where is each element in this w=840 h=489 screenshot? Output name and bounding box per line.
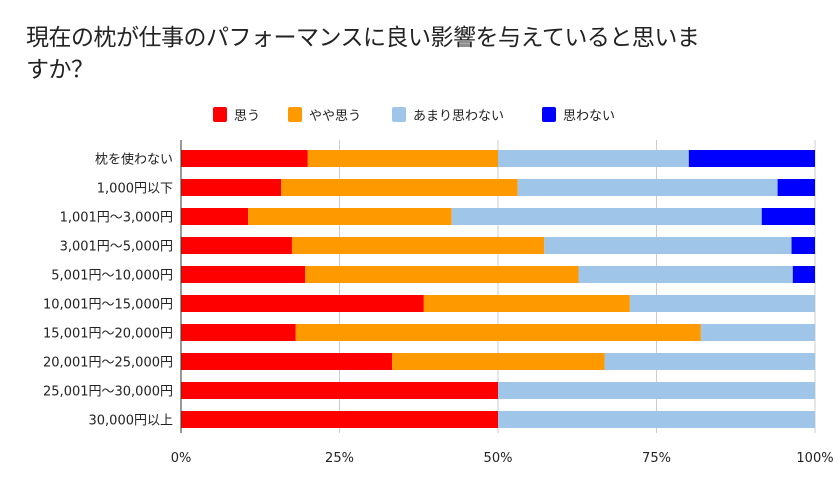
chart-title-line-2: すか？: [26, 57, 94, 83]
bar-segment-omou: [181, 150, 308, 167]
bar-segment-amari-omowanai: [451, 208, 762, 225]
y-tick-label: 1,000円以下: [97, 182, 173, 197]
legend-item-yaya-omou[interactable]: やや思う: [288, 104, 361, 124]
y-tick-label: 10,001円～15,000円: [43, 298, 173, 313]
bar-segment-omou: [181, 295, 424, 312]
bar-segment-yaya-omou: [307, 150, 498, 167]
y-tick-label: 枕を使わない: [95, 152, 173, 168]
x-tick-label: 50%: [484, 451, 513, 466]
bar-segment-yaya-omou: [248, 208, 452, 225]
y-tick-label: 1,001円～3,000円: [60, 211, 173, 226]
bar-segment-amari-omowanai: [498, 382, 815, 399]
y-tick-label: 15,001円～20,000円: [43, 327, 173, 342]
legend-swatch-yaya-omou: [288, 106, 302, 122]
legend-item-amari-omowanai[interactable]: あまり思わない: [392, 104, 504, 124]
bar-segment-omowanai: [688, 150, 815, 167]
x-tick-label: 0%: [171, 451, 192, 466]
legend: 思う やや思う あまり思わない 思わない: [0, 104, 840, 124]
bar-segment-amari-omowanai: [700, 324, 815, 341]
y-tick-label: 3,001円～5,000円: [60, 240, 173, 255]
bar-segment-omowanai: [777, 179, 815, 196]
x-tick-label: 75%: [642, 451, 671, 466]
y-tick-label: 5,001円～10,000円: [51, 269, 173, 284]
y-tick-label: 25,001円～30,000円: [43, 385, 173, 400]
legend-label: あまり思わない: [413, 108, 505, 124]
legend-label: 思う: [234, 108, 261, 124]
bar-segment-omou: [181, 266, 306, 283]
bar-segment-yaya-omou: [305, 266, 579, 283]
legend-item-omowanai[interactable]: 思わない: [542, 104, 615, 124]
bar-segment-omowanai: [761, 208, 815, 225]
legend-swatch-amari-omowanai: [392, 106, 406, 122]
bar-segment-yaya-omou: [291, 237, 545, 254]
legend-swatch-omowanai: [542, 106, 556, 122]
bar-segment-yaya-omou: [295, 324, 701, 341]
bar-segment-omou: [181, 353, 393, 370]
legend-label: 思わない: [563, 108, 616, 124]
chart-title: 現在の枕が仕事のパフォーマンスに良い影響を与えていると思いま すか？: [26, 22, 826, 86]
bar-segment-yaya-omou: [281, 179, 518, 196]
bar-segment-amari-omowanai: [578, 266, 793, 283]
bar-segment-omou: [181, 324, 296, 341]
x-tick-label: 25%: [325, 451, 354, 466]
chart-title-line-1: 現在の枕が仕事のパフォーマンスに良い影響を与えていると思いま: [26, 25, 700, 51]
legend-item-omou[interactable]: 思う: [213, 104, 260, 124]
bar-segment-omou: [181, 382, 498, 399]
bar-segment-omowanai: [792, 266, 815, 283]
bar-segment-omou: [181, 237, 292, 254]
bar-segment-omou: [181, 208, 249, 225]
bar-segment-amari-omowanai: [498, 411, 815, 428]
legend-swatch-omou: [213, 106, 227, 122]
bar-segment-amari-omowanai: [604, 353, 815, 370]
bar-segment-amari-omowanai: [498, 150, 689, 167]
bar-segment-amari-omowanai: [517, 179, 778, 196]
bar-segment-omou: [181, 411, 498, 428]
bar-segment-yaya-omou: [392, 353, 605, 370]
bar-segment-yaya-omou: [423, 295, 630, 312]
bar-segment-amari-omowanai: [629, 295, 815, 312]
y-tick-label: 20,001円～25,000円: [43, 356, 173, 371]
bar-segment-omou: [181, 179, 282, 196]
legend-label: やや思う: [309, 108, 362, 124]
bar-segment-omowanai: [791, 237, 815, 254]
bar-segment-amari-omowanai: [544, 237, 792, 254]
x-tick-label: 100%: [796, 451, 833, 466]
y-tick-label: 30,000円以上: [89, 414, 174, 429]
